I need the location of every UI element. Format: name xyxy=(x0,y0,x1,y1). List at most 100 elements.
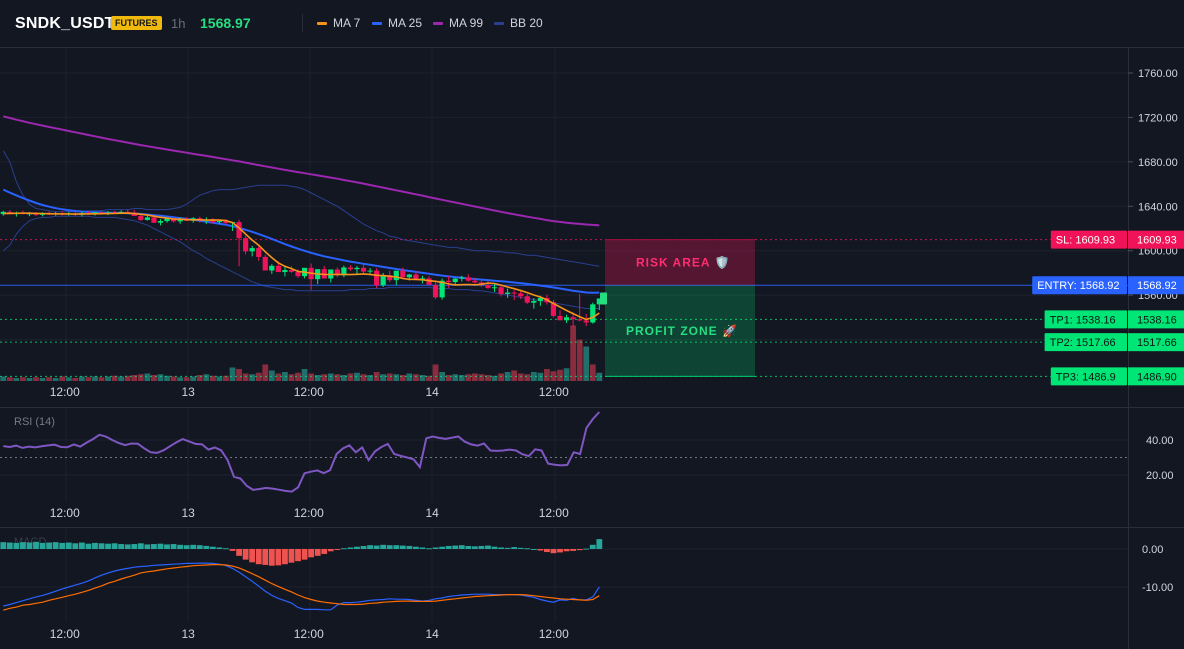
ma7-swatch xyxy=(317,21,327,25)
macd-histogram-bar xyxy=(557,549,563,553)
price-tick-label: 1760.00 xyxy=(1138,68,1178,80)
signal-line xyxy=(3,564,600,611)
macd-histogram-bar xyxy=(406,545,413,549)
macd-histogram-bar xyxy=(570,549,577,551)
candle-body xyxy=(256,248,262,257)
level-tag-entry xyxy=(1032,276,1127,295)
macd-histogram-bar xyxy=(452,545,459,549)
candle-body xyxy=(249,248,255,252)
axis-tag-text-tp3: 1486.90 xyxy=(1137,371,1177,383)
volume-bar xyxy=(314,375,321,381)
volume-bar xyxy=(255,372,262,381)
timeframe-label[interactable]: 1h xyxy=(171,16,186,31)
macd-histogram-bar xyxy=(347,547,354,549)
macd-histogram-bar xyxy=(524,548,531,550)
candle-body xyxy=(334,269,340,276)
macd-histogram-bar xyxy=(262,549,269,565)
volume-bar xyxy=(426,375,432,381)
futures-badge: FUTURES xyxy=(111,16,162,30)
macd-histogram-bar xyxy=(13,542,20,549)
candle-body xyxy=(563,317,570,321)
time-tick-label: 13 xyxy=(182,627,196,641)
volume-bar xyxy=(439,372,446,381)
volume-bar xyxy=(92,376,98,381)
macd-histogram-bar xyxy=(223,548,229,550)
macd-histogram-bar xyxy=(216,547,223,549)
candle-body xyxy=(452,278,458,283)
axis-tag-tp3 xyxy=(1128,367,1184,386)
volume-bar xyxy=(544,369,550,381)
time-tick-label: 12:00 xyxy=(294,627,324,641)
candle-body xyxy=(537,297,543,301)
volume-bar xyxy=(72,378,79,381)
volume-bar xyxy=(249,374,256,381)
volume-bar xyxy=(6,377,13,381)
volume-bar xyxy=(236,369,242,381)
volume-bar xyxy=(301,369,308,381)
legend-ma7[interactable]: MA 7 xyxy=(317,16,360,30)
volume-bar xyxy=(419,375,426,381)
candle-body xyxy=(439,280,445,298)
candle-body xyxy=(269,265,275,271)
volume-bar xyxy=(360,374,367,381)
rsi-tick-label: 20.00 xyxy=(1146,470,1174,482)
macd-histogram-bar xyxy=(105,543,111,549)
macd-histogram-bar xyxy=(275,549,282,566)
candle-body xyxy=(557,315,563,321)
volume-bar xyxy=(52,378,59,381)
axis-tag-sl xyxy=(1128,230,1184,249)
volume-bar xyxy=(137,374,144,381)
volume-bar xyxy=(111,375,118,381)
candle-body xyxy=(223,221,229,224)
candle-body xyxy=(446,280,452,283)
volume-bar xyxy=(321,374,328,381)
last-price: 1568.97 xyxy=(200,15,251,31)
macd-histogram-bar xyxy=(98,543,105,549)
volume-bar xyxy=(98,377,105,381)
candle-body xyxy=(138,215,144,220)
candle-body xyxy=(387,275,393,281)
macd-histogram-bar xyxy=(131,544,138,549)
candle-body xyxy=(347,267,354,270)
macd-histogram-bar xyxy=(393,545,400,549)
macd-tick-label: -10.00 xyxy=(1142,582,1173,594)
legend-ma25[interactable]: MA 25 xyxy=(372,16,422,30)
price-tick-label: 1680.00 xyxy=(1138,157,1178,169)
candle-body xyxy=(511,292,517,294)
candle-body xyxy=(177,218,183,222)
volume-bar xyxy=(340,375,347,381)
macd-histogram-bar xyxy=(511,547,518,549)
axis-tag-text-entry: 1568.92 xyxy=(1137,280,1177,292)
candle-body xyxy=(354,267,360,270)
macd-histogram-bar xyxy=(563,549,570,552)
volume-bar xyxy=(413,374,419,381)
legend-bb20[interactable]: BB 20 xyxy=(494,16,543,30)
macd-histogram-bar xyxy=(33,541,39,549)
axis-tag-tp1 xyxy=(1128,310,1184,329)
macd-histogram-bar xyxy=(340,548,347,550)
macd-histogram-bar xyxy=(144,544,151,549)
candle-body xyxy=(210,219,216,223)
risk-area-zone xyxy=(605,239,755,286)
volume-bar xyxy=(347,373,354,381)
time-tick-label: 12:00 xyxy=(50,506,80,520)
candle-body xyxy=(459,277,465,279)
volume-bar xyxy=(537,372,544,381)
volume-bar xyxy=(242,373,249,381)
volume-bar xyxy=(33,377,39,381)
volume-bar xyxy=(596,372,603,381)
candle-body xyxy=(236,222,242,239)
volume-bar xyxy=(530,372,537,381)
volume-bar xyxy=(118,376,125,381)
volume-bar xyxy=(39,378,46,381)
time-tick-label: 12:00 xyxy=(294,506,324,520)
last-price-marker xyxy=(600,292,607,305)
macd-histogram-bar xyxy=(517,547,524,549)
macd-histogram-bar xyxy=(249,549,256,563)
macd-histogram-bar xyxy=(92,542,98,549)
legend-ma99[interactable]: MA 99 xyxy=(433,16,483,30)
macd-histogram-bar xyxy=(72,543,79,549)
level-tag-text-sl: SL: 1609.93 xyxy=(1056,235,1115,247)
symbol-name[interactable]: SNDK_USDT xyxy=(15,15,115,32)
